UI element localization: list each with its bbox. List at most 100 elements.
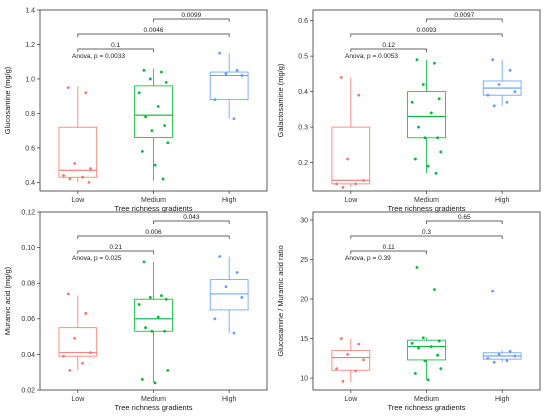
data-point [68,177,72,181]
data-point [505,359,509,363]
data-point [213,98,217,102]
box-body [331,126,371,185]
comparison-p-value: 0.043 [183,214,200,221]
data-point [486,356,490,360]
panel-glucosamine-muramic-ratio: 10 15 20 25 30 Glucosamine / Muramic acid rat… [276,211,541,412]
y-tick-label: 30 [300,217,308,224]
data-point [218,255,222,258]
panel-glucosamine: 0.4 0.6 0.8 1.0 1.2 1.4 Glucosamine (mg/g) Low M… [3,7,268,213]
data-point [335,367,338,371]
x-tick-label: Medium [141,396,166,403]
data-point [81,175,85,179]
x-tick-label: Medium [414,396,439,403]
y-axis-title: Galactosamine (mg/g) [276,63,285,137]
data-point [413,157,417,161]
y-tick-label: 0.8 [25,111,35,118]
data-point [240,296,244,299]
anova-annotation: Anova, p = 0.025 [72,255,122,262]
data-point [240,74,244,77]
data-point [62,174,65,177]
x-tick-label: Medium [141,197,166,204]
data-point [357,93,361,97]
data-point [164,297,168,301]
data-point [73,336,77,340]
comparison-bracket [77,48,154,52]
box-body [134,85,173,138]
data-point [415,265,419,269]
y-tick-label: 0.06 [21,316,35,323]
panel-muramic-acid: 0.02 0.04 0.06 0.08 0.10 0.12 Muramic acid (mg… [3,209,268,412]
data-point [421,336,425,340]
y-tick-label: 1.0 [25,76,35,83]
comparison-p-value: 0.3 [422,229,431,236]
y-tick-label: 1.4 [25,7,35,14]
data-point [224,285,228,289]
comparison-bracket [153,18,230,22]
data-point [486,93,490,97]
comparison-p-value: 0.1 [111,42,120,49]
y-tick-label: 0.6 [25,145,35,152]
data-point [508,68,512,72]
x-tick-label: Low [344,396,358,403]
panel-galactosamine: 0.2 0.3 0.4 0.5 0.6 Galactosamine (mg/g) Low Me… [276,9,541,213]
data-point [137,303,141,306]
data-point [163,329,167,333]
data-point [335,182,338,186]
data-point [491,58,495,62]
data-point [437,339,441,343]
data-point [439,150,443,154]
data-point [166,141,170,145]
data-point [156,105,160,108]
data-point [232,331,236,335]
data-point [84,312,88,315]
data-point [84,91,88,95]
data-point [232,117,236,120]
data-point [161,177,165,181]
y-tick-label: 0.4 [298,89,308,96]
comparison-p-value: 0.006 [145,229,162,236]
data-point [144,115,147,119]
data-point [346,157,350,161]
box-body [134,298,173,332]
data-point [433,61,436,65]
data-point [437,97,441,101]
x-tick-label: High [495,396,510,403]
data-point [153,163,157,167]
data-point [339,337,343,340]
comparison-p-value: 0.21 [109,244,122,251]
comparison-p-value: 0.0097 [454,12,474,19]
data-point [513,90,517,94]
data-point [354,369,358,373]
data-point [164,81,168,84]
data-point [410,100,414,104]
comparison-bracket [153,220,230,224]
data-point [492,360,496,364]
y-tick-label: 0.5 [298,54,308,61]
y-tick-label: 0.12 [21,209,35,216]
comparison-bracket [77,235,230,239]
data-point [148,296,152,299]
data-point [160,294,163,298]
data-point [140,149,144,153]
data-point [492,104,496,108]
data-point [137,91,141,95]
data-point [224,72,228,76]
data-point [218,51,222,55]
x-axis-title: Tree richness gradients [387,204,465,213]
data-point [415,58,419,62]
y-tick-label: 0.3 [298,125,308,132]
data-point [66,86,70,89]
data-point [140,377,144,381]
data-point [354,182,358,186]
data-point [362,178,365,182]
data-point [423,359,427,363]
y-tick-label: 0.02 [21,387,35,394]
data-point [429,345,433,348]
data-point [439,367,443,371]
data-point [150,329,154,333]
data-point [410,341,414,345]
data-point [436,136,440,140]
y-axis-title: Glucosamine (mg/g) [3,66,12,134]
comparison-p-value: 0.0099 [181,12,201,19]
